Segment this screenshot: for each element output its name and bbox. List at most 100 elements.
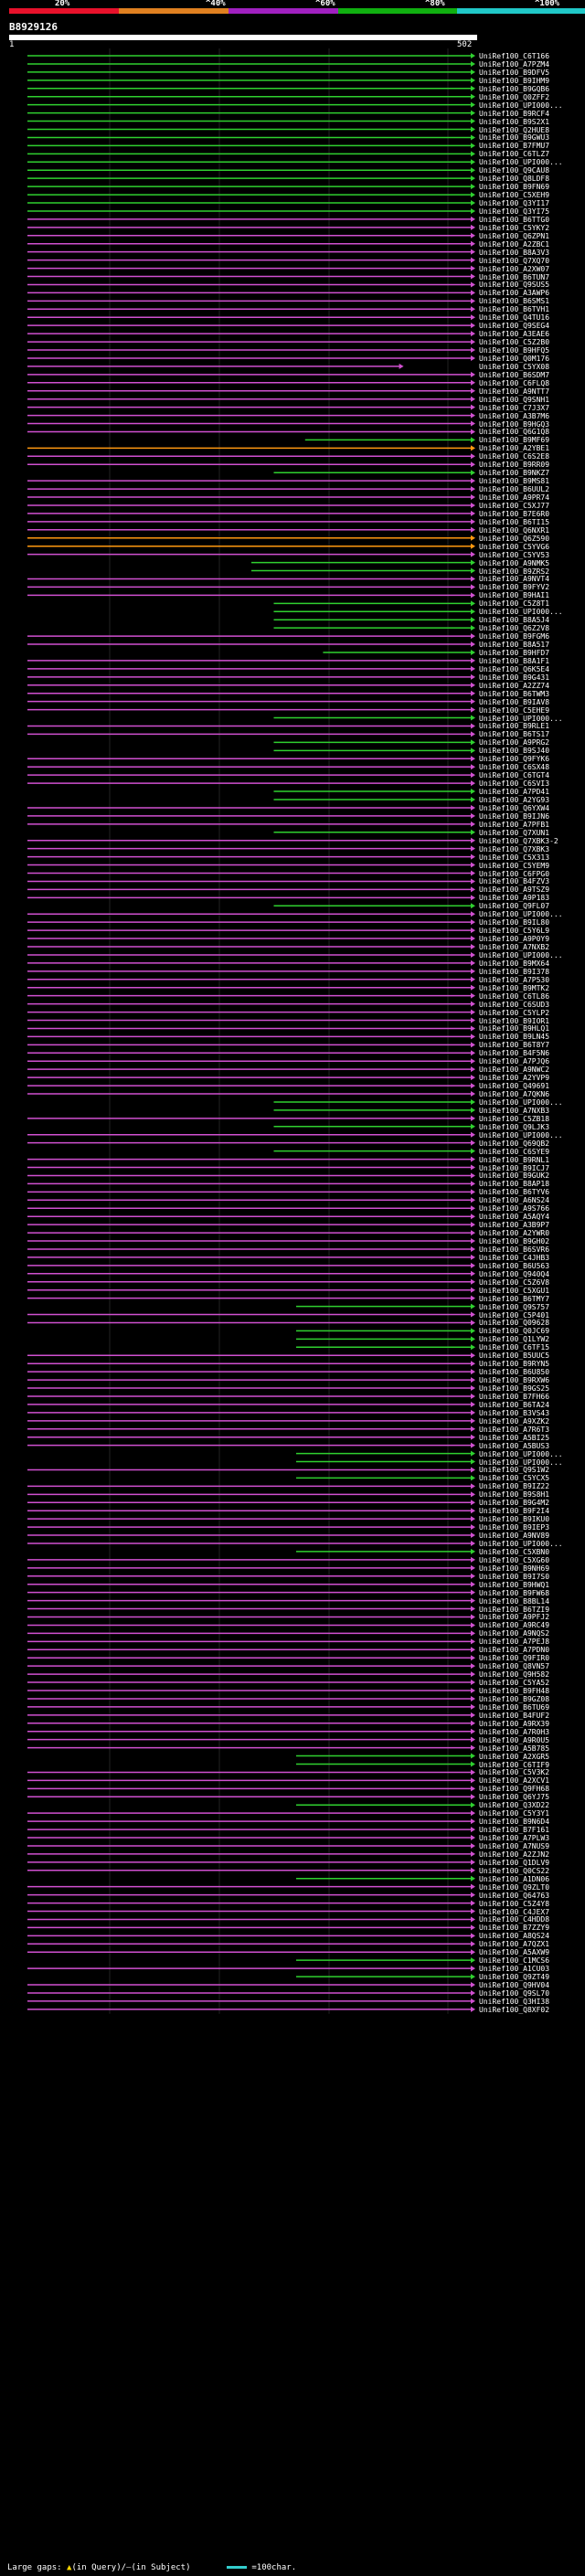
hit-label[interactable]: UniRef100_A7PFB1 bbox=[479, 820, 550, 829]
hit-label[interactable]: UniRef100_B4F5N6 bbox=[479, 1049, 550, 1058]
hit-label[interactable]: UniRef100_B6TZI9 bbox=[479, 1605, 550, 1614]
hit-label[interactable]: UniRef100_A9NQS2 bbox=[479, 1629, 550, 1638]
hit-label[interactable]: UniRef100_A2YBE1 bbox=[479, 444, 550, 453]
hit-label[interactable]: UniRef100_B8BL14 bbox=[479, 1596, 550, 1606]
hit-label[interactable]: UniRef100_A7NXB2 bbox=[479, 943, 550, 951]
hit-label[interactable]: UniRef100_B9HFD7 bbox=[479, 648, 550, 657]
hit-label[interactable]: UniRef100_B6SVR6 bbox=[479, 1245, 550, 1254]
hit-label[interactable]: UniRef100_A9P183 bbox=[479, 894, 550, 903]
hit-label[interactable]: UniRef100_A8QS24 bbox=[479, 1932, 550, 1941]
hit-label[interactable]: UniRef100_Q940Q4 bbox=[479, 1269, 550, 1278]
hit-label[interactable]: UniRef100_B9HFQ5 bbox=[479, 346, 550, 355]
hit-label[interactable]: UniRef100_Q9SUS5 bbox=[479, 281, 550, 290]
hit-label[interactable]: UniRef100_B9MX64 bbox=[479, 959, 550, 968]
hit-label[interactable]: UniRef100_C6TF15 bbox=[479, 1343, 550, 1352]
hit-label[interactable]: UniRef100_A9NWC2 bbox=[479, 1065, 550, 1075]
hit-label[interactable]: UniRef100_C5Z6V8 bbox=[479, 1277, 550, 1287]
hit-label[interactable]: UniRef100_B9IKU0 bbox=[479, 1515, 550, 1524]
hit-label[interactable]: UniRef100_B6U563 bbox=[479, 1261, 550, 1270]
hit-label[interactable]: UniRef100_A9R0U5 bbox=[479, 1735, 550, 1744]
hit-label[interactable]: UniRef100_Q8LDF8 bbox=[479, 175, 550, 184]
hit-label[interactable]: UniRef100_UPI000... bbox=[479, 950, 563, 959]
hit-label[interactable]: UniRef100_B6TTG0 bbox=[479, 215, 550, 224]
hit-label[interactable]: UniRef100_C5X313 bbox=[479, 853, 550, 862]
hit-label[interactable]: UniRef100_Q09628 bbox=[479, 1319, 550, 1328]
hit-label[interactable]: UniRef100_A7P530 bbox=[479, 975, 550, 984]
hit-label[interactable]: UniRef100_B9FH48 bbox=[479, 1687, 550, 1695]
hit-label[interactable]: UniRef100_B6T8Y7 bbox=[479, 1041, 550, 1050]
hit-label[interactable]: UniRef100_B9I378 bbox=[479, 967, 550, 976]
hit-label[interactable]: UniRef100_A7QZX1 bbox=[479, 1940, 550, 1949]
hit-label[interactable]: UniRef100_C6TLZ7 bbox=[479, 150, 550, 159]
hit-label[interactable]: UniRef100_B9I7S0 bbox=[479, 1572, 550, 1581]
hit-label[interactable]: UniRef100_B9HGQ3 bbox=[479, 419, 550, 429]
hit-label[interactable]: UniRef100_UPI000... bbox=[479, 1449, 563, 1458]
hit-label[interactable]: UniRef100_C5XBN0 bbox=[479, 1547, 550, 1556]
hit-label[interactable]: UniRef100_B9NH69 bbox=[479, 1564, 550, 1573]
hit-label[interactable]: UniRef100_Q6Z590 bbox=[479, 534, 550, 543]
hit-label[interactable]: UniRef100_A2ZBC1 bbox=[479, 239, 550, 249]
hit-label[interactable]: UniRef100_C5Z2B0 bbox=[479, 338, 550, 347]
hit-label[interactable]: UniRef100_B8A1F1 bbox=[479, 656, 550, 665]
hit-label[interactable]: UniRef100_C4JEX7 bbox=[479, 1907, 550, 1916]
hit-label[interactable]: UniRef100_Q1DLV9 bbox=[479, 1858, 550, 1867]
hit-label[interactable]: UniRef100_C5XEH9 bbox=[479, 191, 550, 200]
hit-label[interactable]: UniRef100_Q9SL70 bbox=[479, 1988, 550, 1998]
hit-label[interactable]: UniRef100_C5YVG6 bbox=[479, 542, 550, 551]
hit-label[interactable]: UniRef100_A7NUS9 bbox=[479, 1841, 550, 1850]
hit-label[interactable]: UniRef100_C5Y6L9 bbox=[479, 927, 550, 936]
hit-label[interactable]: UniRef100_B7FMU7 bbox=[479, 142, 550, 151]
hit-label[interactable]: UniRef100_A7PJQ6 bbox=[479, 1057, 550, 1066]
hit-label[interactable]: UniRef100_C5YKY2 bbox=[479, 223, 550, 232]
hit-label[interactable]: UniRef100_B9RLE1 bbox=[479, 722, 550, 731]
hit-label[interactable]: UniRef100_A5AXW9 bbox=[479, 1948, 550, 1957]
hit-label[interactable]: UniRef100_B9IL80 bbox=[479, 918, 550, 928]
hit-label[interactable]: UniRef100_B9GS25 bbox=[479, 1384, 550, 1394]
hit-label[interactable]: UniRef100_A9PFJ2 bbox=[479, 1613, 550, 1622]
hit-label[interactable]: UniRef100_A9NTT7 bbox=[479, 387, 550, 396]
hit-label[interactable]: UniRef100_A3AWP6 bbox=[479, 289, 550, 298]
hit-label[interactable]: UniRef100_C6T166 bbox=[479, 52, 550, 60]
hit-label[interactable]: UniRef100_A7QKN6 bbox=[479, 1090, 550, 1098]
hit-label[interactable]: UniRef100_A3B9P7 bbox=[479, 1221, 550, 1230]
hit-label[interactable]: UniRef100_B9ICJ7 bbox=[479, 1163, 550, 1172]
hit-label[interactable]: UniRef100_C5Z4Y8 bbox=[479, 1899, 550, 1908]
hit-label[interactable]: UniRef100_Q9FIR0 bbox=[479, 1654, 550, 1663]
hit-label[interactable]: UniRef100_B8A517 bbox=[479, 641, 550, 650]
hit-label[interactable]: UniRef100_B9IOR1 bbox=[479, 1016, 550, 1025]
hit-label[interactable]: UniRef100_B9RNL1 bbox=[479, 1155, 550, 1164]
hit-label[interactable]: UniRef100_A9RC49 bbox=[479, 1621, 550, 1630]
hit-label[interactable]: UniRef100_B9GH02 bbox=[479, 1237, 550, 1246]
hit-label[interactable]: UniRef100_Q64763 bbox=[479, 1891, 550, 1900]
hit-label[interactable]: UniRef100_C5XJ77 bbox=[479, 501, 550, 510]
hit-label[interactable]: UniRef100_B9ZRS2 bbox=[479, 567, 550, 576]
hit-label[interactable]: UniRef100_B6TYV6 bbox=[479, 1188, 550, 1197]
hit-label[interactable]: UniRef100_B9GZ08 bbox=[479, 1694, 550, 1703]
hit-label[interactable]: UniRef100_C5P401 bbox=[479, 1310, 550, 1320]
hit-label[interactable]: UniRef100_C5YEM9 bbox=[479, 861, 550, 870]
hit-label[interactable]: UniRef100_Q69QB2 bbox=[479, 1139, 550, 1148]
hit-label[interactable]: UniRef100_B9RYN5 bbox=[479, 1360, 550, 1369]
hit-label[interactable]: UniRef100_B9GQB6 bbox=[479, 84, 550, 93]
hit-label[interactable]: UniRef100_A9NVT4 bbox=[479, 575, 550, 584]
hit-label[interactable]: UniRef100_Q9S1W2 bbox=[479, 1466, 550, 1475]
hit-label[interactable]: UniRef100_C5YV53 bbox=[479, 550, 550, 559]
hit-label[interactable]: UniRef100_UPI000... bbox=[479, 1097, 563, 1107]
hit-label[interactable]: UniRef100_B9HWQ1 bbox=[479, 1580, 550, 1589]
hit-label[interactable]: UniRef100_B9SJ40 bbox=[479, 747, 550, 756]
hit-label[interactable]: UniRef100_B9NKZ7 bbox=[479, 469, 550, 478]
hit-label[interactable]: UniRef100_B9S2X1 bbox=[479, 117, 550, 126]
hit-label[interactable]: UniRef100_A9S766 bbox=[479, 1204, 550, 1214]
hit-label[interactable]: UniRef100_C6SVI3 bbox=[479, 779, 550, 789]
hit-label[interactable]: UniRef100_B5UUC5 bbox=[479, 1352, 550, 1361]
hit-label[interactable]: UniRef100_A2XW07 bbox=[479, 264, 550, 273]
hit-label[interactable]: UniRef100_C5XG60 bbox=[479, 1555, 550, 1564]
hit-label[interactable]: UniRef100_A7PLW3 bbox=[479, 1834, 550, 1842]
hit-label[interactable]: UniRef100_Q7XBK3-2 bbox=[479, 836, 558, 845]
hit-label[interactable]: UniRef100_C6SUD3 bbox=[479, 1000, 550, 1009]
hit-label[interactable]: UniRef100_B9FN69 bbox=[479, 183, 550, 192]
hit-label[interactable]: UniRef100_C5ZB18 bbox=[479, 1114, 550, 1123]
hit-label[interactable]: UniRef100_C7J3X7 bbox=[479, 403, 550, 412]
hit-label[interactable]: UniRef100_UPI000... bbox=[479, 1539, 563, 1548]
hit-label[interactable]: UniRef100_C5Y3Y1 bbox=[479, 1809, 550, 1818]
